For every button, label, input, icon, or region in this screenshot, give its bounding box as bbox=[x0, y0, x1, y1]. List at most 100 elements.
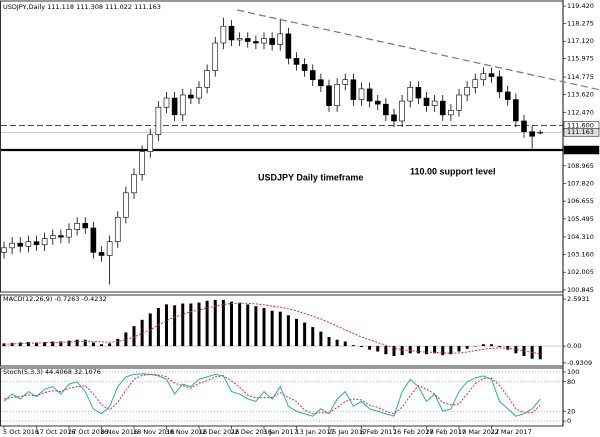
candle-body bbox=[521, 120, 527, 132]
y-tick-label: 0 bbox=[567, 417, 571, 425]
macd-value: -0.7263 bbox=[54, 295, 79, 303]
x-tick-label: 25 Jan 2017 bbox=[328, 428, 367, 436]
candle-body bbox=[318, 79, 324, 87]
y-tick-label: 112.470 bbox=[567, 108, 594, 116]
macd-bar bbox=[91, 342, 95, 347]
candle-body bbox=[277, 33, 284, 45]
macd-bar bbox=[156, 308, 160, 347]
macd-bar bbox=[116, 338, 120, 347]
y-tick-label: -0.9309 bbox=[567, 359, 592, 367]
signal-value: -0.4232 bbox=[82, 295, 107, 303]
x-tick-label: 17 Oct 2016 bbox=[36, 428, 76, 436]
open-value: 111.118 bbox=[47, 3, 74, 11]
macd-bar bbox=[295, 318, 298, 347]
x-tick-label: 22 Mar 2017 bbox=[491, 428, 532, 436]
y-tick-label: 105.495 bbox=[567, 215, 594, 223]
macd-title: MACD(12,26,9) bbox=[3, 295, 52, 303]
candle-body bbox=[472, 79, 479, 88]
macd-bar bbox=[59, 341, 63, 347]
macd-bar bbox=[262, 308, 266, 347]
x-tick-label: 10 Mar 2017 bbox=[458, 428, 499, 436]
macd-bar bbox=[368, 346, 372, 350]
x-tick-label: 30 Nov 2016 bbox=[166, 428, 208, 436]
candle-body bbox=[496, 76, 503, 93]
macd-bar bbox=[303, 322, 307, 347]
candle-body bbox=[480, 73, 487, 81]
x-tick-label: 6 Feb 2017 bbox=[361, 428, 397, 436]
macd-bar bbox=[10, 342, 14, 347]
candle-body bbox=[439, 100, 446, 116]
candle-body bbox=[106, 241, 113, 256]
candle-body bbox=[244, 38, 251, 42]
y-tick-label: 102.005 bbox=[567, 268, 594, 276]
y-tick-label: 118.275 bbox=[567, 20, 594, 28]
macd-bar bbox=[425, 346, 428, 355]
macd-bar bbox=[140, 319, 144, 347]
candle-body bbox=[196, 87, 202, 99]
macd-bar bbox=[311, 327, 315, 347]
candle-body bbox=[41, 238, 48, 246]
candle-body bbox=[423, 97, 430, 106]
low-value: 111.022 bbox=[105, 3, 132, 11]
candle-body bbox=[350, 79, 357, 100]
candle-body bbox=[383, 103, 389, 116]
candle-body bbox=[529, 131, 535, 137]
candle-body bbox=[464, 87, 470, 96]
macd-bar bbox=[351, 345, 355, 347]
y-tick-label: 108.965 bbox=[567, 162, 594, 170]
candle-body bbox=[285, 33, 292, 59]
stoch-line bbox=[3, 373, 541, 415]
stoch-header: Stoch(5,3,3) 44.4068 32.1076 bbox=[3, 368, 101, 376]
candle-body bbox=[179, 94, 186, 116]
y-tick-label: 103.160 bbox=[567, 251, 594, 259]
macd-bar bbox=[43, 342, 47, 347]
candle-body bbox=[9, 242, 15, 249]
macd-bar bbox=[205, 300, 209, 347]
candle-body bbox=[33, 241, 40, 246]
macd-bar bbox=[538, 346, 542, 360]
candle-body bbox=[212, 42, 219, 71]
macd-bar bbox=[408, 346, 412, 354]
macd-header: MACD(12,26,9) -0.7263 -0.4232 bbox=[3, 295, 107, 303]
candle-body bbox=[261, 38, 267, 44]
candle-body bbox=[220, 25, 227, 44]
macd-bar bbox=[51, 341, 55, 347]
x-tick-label: 18 Nov 2016 bbox=[133, 428, 175, 436]
candle-body bbox=[415, 87, 422, 99]
macd-bar bbox=[514, 346, 518, 354]
stoch-main-value: 44.4068 bbox=[45, 368, 72, 376]
candle-body bbox=[155, 106, 162, 136]
candle-body bbox=[58, 235, 64, 238]
macd-bar bbox=[238, 302, 242, 347]
candle-body bbox=[374, 100, 381, 105]
macd-bar bbox=[213, 299, 217, 347]
y-tick-label: 104.310 bbox=[567, 233, 594, 241]
macd-bar bbox=[481, 344, 485, 347]
candle-body bbox=[513, 99, 519, 122]
macd-bar bbox=[270, 310, 274, 347]
macd-bar bbox=[108, 343, 112, 347]
candle-body bbox=[49, 235, 56, 239]
macd-bar bbox=[124, 332, 128, 347]
x-tick-label: 5 Oct 2016 bbox=[3, 428, 39, 436]
candle-body bbox=[253, 41, 259, 44]
high-value: 111.308 bbox=[76, 3, 103, 11]
candle-body bbox=[504, 91, 511, 100]
candle-body bbox=[17, 242, 24, 247]
candle-body bbox=[139, 151, 145, 175]
y-tick-label: 100 bbox=[567, 368, 579, 376]
candle-body bbox=[358, 88, 365, 100]
candle-body bbox=[66, 229, 72, 238]
annotation: USDJPY Daily timeframe bbox=[258, 172, 363, 182]
candle-body bbox=[399, 100, 405, 122]
y-tick-label: 113.620 bbox=[567, 91, 594, 99]
macd-bar bbox=[449, 346, 453, 355]
candle-body bbox=[334, 83, 340, 106]
candle-body bbox=[123, 192, 129, 218]
candle-body bbox=[163, 97, 170, 108]
candle-body bbox=[326, 85, 332, 106]
macd-bar bbox=[376, 346, 380, 352]
candle-body bbox=[448, 109, 454, 116]
x-tick-label: 8 Nov 2016 bbox=[101, 428, 139, 436]
candle-body bbox=[537, 131, 544, 134]
